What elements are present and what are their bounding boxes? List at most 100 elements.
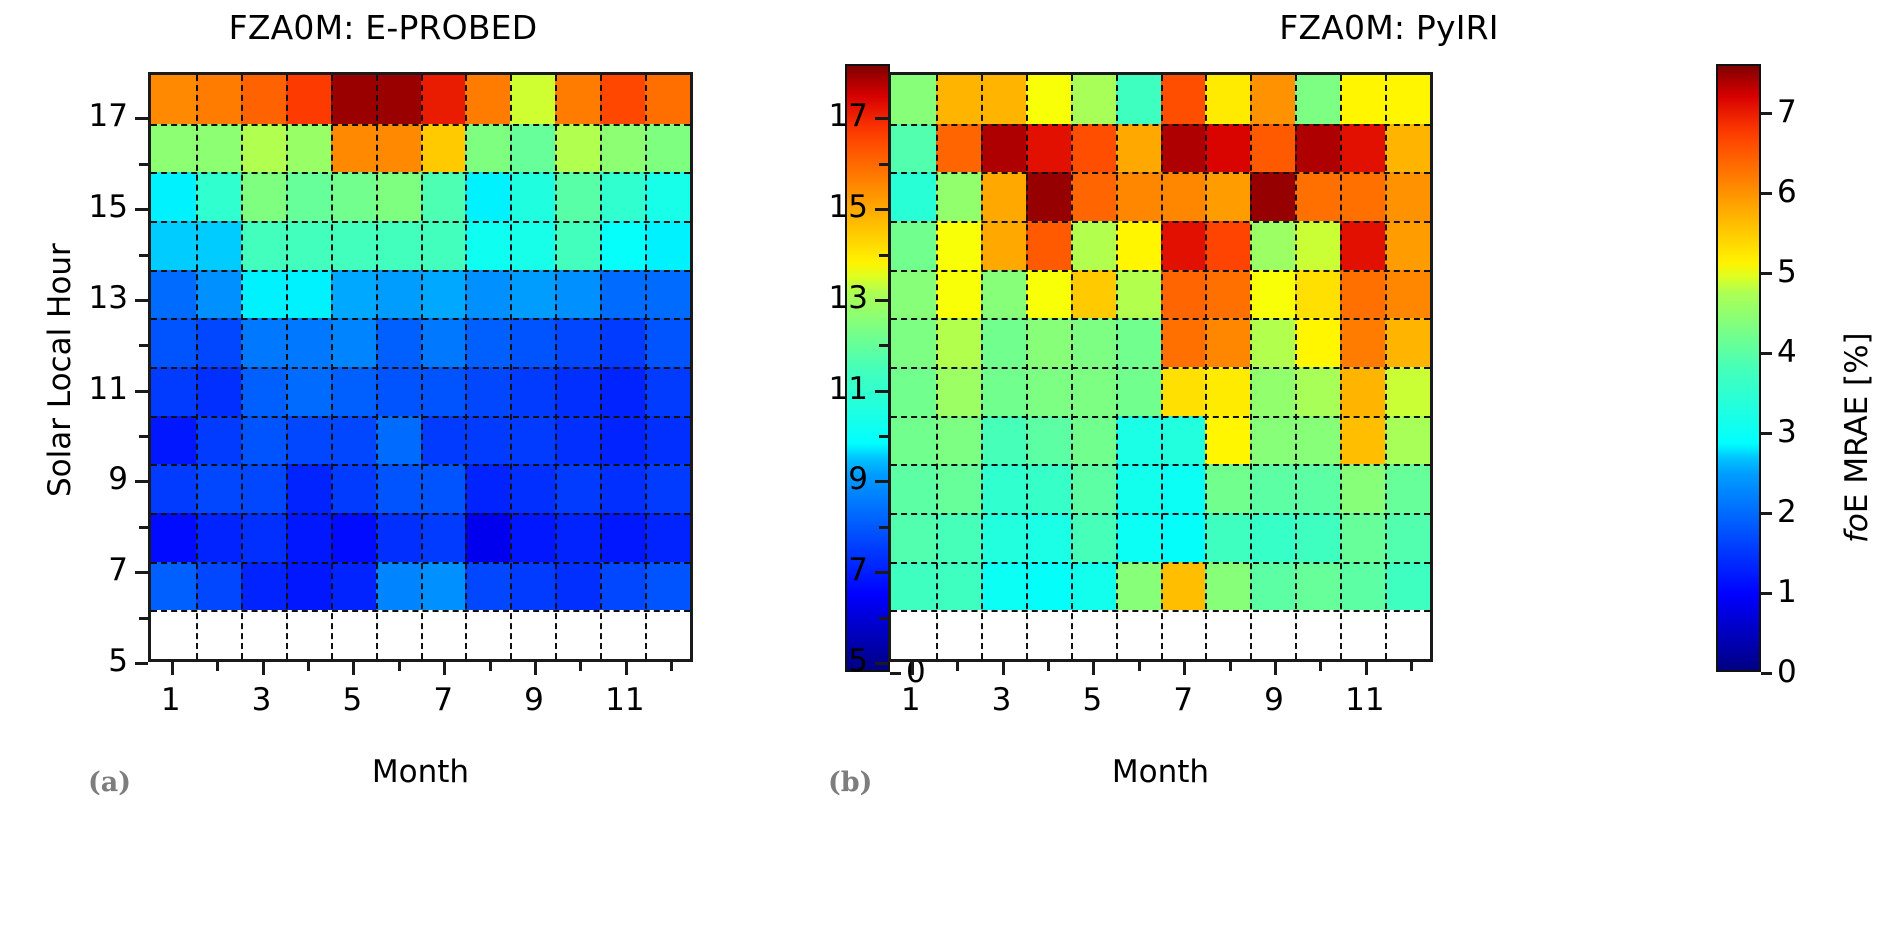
- heatmap-cell: [555, 513, 601, 562]
- heatmap-cell: [1160, 513, 1206, 562]
- heatmap-cell: [510, 269, 556, 319]
- heatmap-cell: [330, 75, 376, 124]
- heatmap-cell: [1205, 561, 1251, 611]
- heatmap-cell: [891, 561, 936, 611]
- colorbar-tick: [1761, 432, 1772, 435]
- x-tick-label: 5: [342, 682, 363, 718]
- heatmap-cell: [420, 123, 466, 173]
- heatmap-cell: [600, 172, 646, 221]
- heatmap-cell: [151, 269, 196, 319]
- heatmap-cell: [420, 269, 466, 319]
- heatmap-cell: [1115, 610, 1161, 659]
- heatmap-cell: [1115, 464, 1161, 513]
- x-tick: [306, 662, 310, 671]
- heatmap-cell: [935, 221, 981, 270]
- heatmap-cell: [285, 464, 331, 513]
- heatmap-cell: [1385, 318, 1430, 367]
- heatmap-cell: [1205, 221, 1251, 270]
- heatmap-cell: [645, 513, 690, 562]
- heatmap-b-cells: [891, 75, 1430, 659]
- heatmap-cell: [510, 318, 556, 367]
- heatmap-cell: [195, 464, 241, 513]
- y-tick-label: 9: [108, 461, 128, 498]
- heatmap-cell: [375, 367, 421, 416]
- heatmap-cell: [285, 415, 331, 465]
- heatmap-cell: [1115, 415, 1161, 465]
- colorbar-b-title-suffix: E MRAE [%]: [1839, 332, 1875, 514]
- heatmap-cell: [151, 221, 196, 270]
- heatmap-cell: [240, 172, 286, 221]
- heatmap-cell: [1205, 123, 1251, 173]
- heatmap-cell: [151, 75, 196, 124]
- colorbar-tick-label: 1: [1777, 574, 1797, 610]
- heatmap-a-cells: [151, 75, 690, 659]
- heatmap-cell: [980, 367, 1026, 416]
- heatmap-cell: [980, 172, 1026, 221]
- heatmap-cell: [645, 269, 690, 319]
- heatmap-cell: [1160, 221, 1206, 270]
- heatmap-cell: [891, 513, 936, 562]
- colorbar-tick-label: 2: [1777, 494, 1797, 530]
- heatmap-cell: [1385, 172, 1430, 221]
- heatmap-cell: [510, 221, 556, 270]
- heatmap-cell: [151, 318, 196, 367]
- heatmap-cell: [980, 75, 1026, 124]
- y-tick: [875, 662, 888, 665]
- gridline-horizontal: [151, 464, 690, 467]
- heatmap-cell: [891, 75, 936, 124]
- x-tick: [488, 662, 492, 671]
- heatmap-cell: [1115, 123, 1161, 173]
- heatmap-cell: [1295, 367, 1341, 416]
- heatmap-cell: [285, 221, 331, 270]
- heatmap-cell: [980, 269, 1026, 319]
- heatmap-cell: [465, 75, 511, 124]
- x-tick-label: 9: [524, 682, 544, 718]
- heatmap-cell: [1025, 123, 1071, 173]
- heatmap-cell: [420, 415, 466, 465]
- panel-a-title: FZA0M: E-PROBED: [228, 8, 538, 47]
- heatmap-cell: [555, 610, 601, 659]
- heatmap-cell: [600, 415, 646, 465]
- y-tick: [875, 389, 888, 393]
- colorbar-tick: [1761, 112, 1772, 115]
- heatmap-cell: [1160, 464, 1206, 513]
- heatmap-b: [888, 72, 1433, 662]
- heatmap-cell: [600, 464, 646, 513]
- heatmap-cell: [555, 123, 601, 173]
- heatmap-cell: [465, 561, 511, 611]
- x-tick-label: 3: [251, 682, 272, 718]
- heatmap-cell: [980, 610, 1026, 659]
- x-tick-label: 9: [1264, 682, 1284, 718]
- heatmap-cell: [1070, 415, 1116, 465]
- heatmap-cell: [1340, 172, 1386, 221]
- heatmap-cell: [935, 610, 981, 659]
- heatmap-cell: [285, 513, 331, 562]
- colorbar-tick: [1761, 352, 1772, 355]
- heatmap-cell: [1070, 172, 1116, 221]
- gridline-horizontal: [891, 367, 1430, 369]
- heatmap-cell: [1340, 415, 1386, 465]
- heatmap-cell: [420, 172, 466, 221]
- heatmap-cell: [151, 123, 196, 173]
- heatmap-cell: [1160, 561, 1206, 611]
- heatmap-cell: [1160, 123, 1206, 173]
- heatmap-cell: [1340, 513, 1386, 562]
- heatmap-cell: [1025, 221, 1071, 270]
- x-tick: [261, 662, 265, 675]
- panel-b-tag: (b): [828, 767, 873, 798]
- gridline-horizontal: [891, 415, 1430, 418]
- x-tick: [1183, 662, 1187, 675]
- heatmap-cell: [1115, 75, 1161, 124]
- heatmap-cell: [375, 75, 421, 124]
- heatmap-cell: [1160, 415, 1206, 465]
- heatmap-cell: [285, 75, 331, 124]
- colorbar-b: [1716, 64, 1761, 672]
- heatmap-cell: [1205, 75, 1251, 124]
- heatmap-cell: [285, 269, 331, 319]
- heatmap-cell: [1295, 269, 1341, 319]
- heatmap-cell: [1070, 367, 1116, 416]
- x-tick: [443, 662, 447, 675]
- y-tick: [135, 117, 148, 121]
- heatmap-cell: [935, 172, 981, 221]
- x-tick: [1364, 662, 1368, 675]
